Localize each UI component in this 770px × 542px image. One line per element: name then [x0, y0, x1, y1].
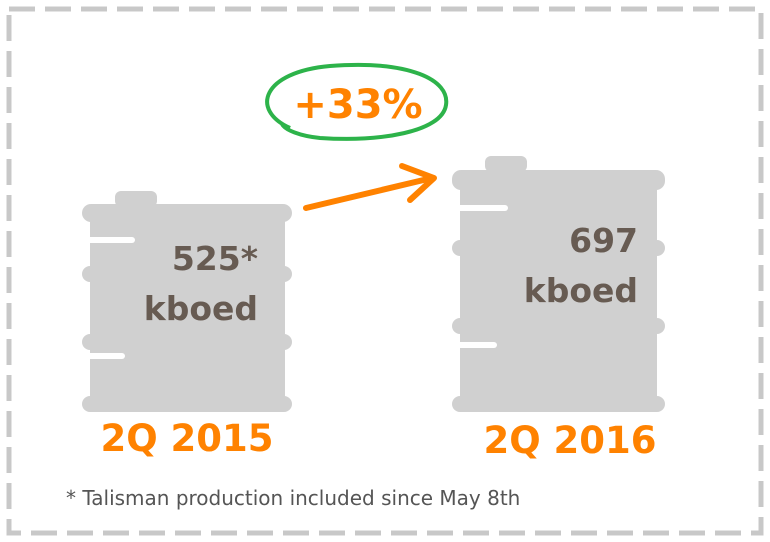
dashed-frame: [6, 6, 764, 536]
highlight-circle: [265, 63, 449, 141]
barrel-highlights: [453, 205, 508, 348]
unit: kboed: [144, 289, 258, 328]
barrel-2015: [82, 191, 292, 412]
growth-arrow: [303, 163, 437, 211]
barrel-highlights: [83, 237, 135, 359]
period: 2Q 2015: [100, 417, 273, 460]
unit: kboed: [524, 271, 638, 310]
value: 525*: [172, 239, 258, 278]
value: 697: [569, 221, 638, 260]
period: 2Q 2016: [483, 419, 656, 462]
change-label: +33%: [293, 82, 422, 128]
barrel-2016: [452, 156, 665, 412]
footnote: * Talisman production included since May…: [66, 486, 520, 510]
